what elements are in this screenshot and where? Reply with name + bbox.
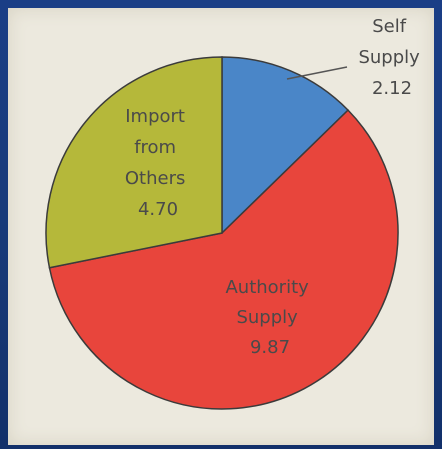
pie-slice-authority-supply: [48, 109, 399, 410]
pie-slices: [45, 56, 399, 410]
slice-label-authority-supply: Authority Supply 9.87: [225, 277, 314, 358]
slice-label-self-supply: Self Supply 2.12: [358, 16, 425, 99]
pie-slice-self-supply: [221, 56, 350, 235]
slice-label-import-from-others: Import from Others 4.70: [125, 106, 191, 220]
self-supply-leader-line: [286, 66, 348, 80]
pie-slice-import-from-others: [45, 56, 223, 269]
